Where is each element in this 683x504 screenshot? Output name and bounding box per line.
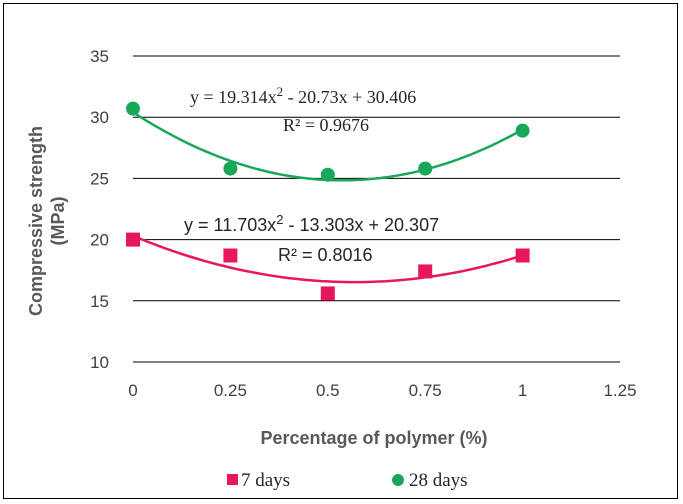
- legend-label-28-days: 28 days: [409, 470, 468, 491]
- data-point-28-days: [223, 161, 238, 176]
- x-axis-title: Percentage of polymer (%): [260, 428, 487, 448]
- x-tick-labels: 0 0.25 0.5 0.75 1 1.25: [128, 381, 636, 400]
- y-tick-label: 30: [90, 108, 109, 127]
- data-point-7-days: [320, 286, 335, 301]
- x-tick-label: 0.25: [214, 381, 247, 400]
- r2-7-days: R² = 0.8016: [278, 245, 373, 265]
- y-tick-label: 10: [90, 353, 109, 372]
- y-tick-label: 15: [90, 292, 109, 311]
- x-tick-label: 1: [518, 381, 527, 400]
- y-axis-title: Compressive strength (MPa): [26, 126, 68, 316]
- grid-lines: [133, 55, 620, 363]
- data-point-28-days: [515, 123, 530, 138]
- equation-7-days: y = 11.703x2 - 13.303x + 20.307: [184, 212, 439, 235]
- y-tick-labels: 10 15 20 25 30 35: [90, 47, 109, 372]
- r2-28-days: R² = 0.9676: [283, 115, 369, 135]
- legend: 7 days 28 days: [227, 470, 468, 491]
- y-axis-title-line-2: (MPa): [48, 196, 68, 245]
- data-point-28-days: [418, 161, 433, 176]
- data-point-28-days: [126, 101, 140, 116]
- chart-frame: [3, 3, 678, 499]
- data-point-7-days: [223, 248, 238, 263]
- x-tick-label: 0.75: [409, 381, 442, 400]
- y-tick-label: 20: [90, 231, 109, 250]
- equation-28-days: y = 19.314x2 - 20.73x + 30.406: [190, 84, 416, 107]
- y-tick-label: 25: [90, 169, 109, 188]
- data-point-7-days: [126, 232, 140, 247]
- legend-marker-7-days: [227, 474, 238, 485]
- trendline-7-days: [132, 234, 523, 284]
- data-point-7-days: [418, 264, 433, 279]
- legend-label-7-days: 7 days: [241, 470, 290, 491]
- y-tick-label: 35: [90, 47, 109, 66]
- x-tick-label: 0: [128, 381, 137, 400]
- data-point-7-days: [515, 248, 530, 263]
- y-axis-title-line-1: Compressive strength: [26, 126, 46, 316]
- legend-marker-28-days: [392, 474, 404, 486]
- x-tick-label: 0.5: [316, 381, 340, 400]
- x-tick-label: 1.25: [603, 381, 636, 400]
- data-points: [126, 101, 530, 301]
- data-point-28-days: [320, 167, 335, 182]
